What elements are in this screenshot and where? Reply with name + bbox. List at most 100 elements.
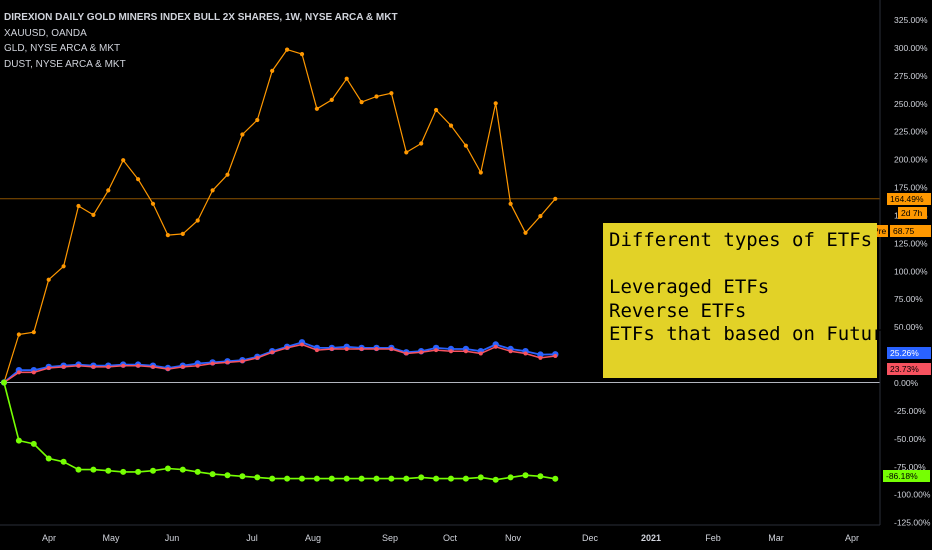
series-line-dust bbox=[3, 382, 556, 481]
data-point-dust bbox=[299, 475, 305, 482]
data-point-dust bbox=[45, 455, 52, 462]
data-point-dust bbox=[194, 468, 201, 475]
data-point-nugt bbox=[374, 94, 379, 99]
data-point-nugt bbox=[180, 231, 185, 236]
time-tick-label: 2021 bbox=[641, 533, 661, 543]
series-xauusd[interactable] bbox=[0, 339, 559, 386]
series-line-xauusd bbox=[3, 341, 556, 384]
data-point-nugt bbox=[270, 68, 275, 73]
data-point-gld bbox=[508, 349, 513, 354]
price-tick-label: 175.00% bbox=[894, 183, 928, 193]
time-axis[interactable]: Apr May Jun Jul Aug Sep Oct Nov Dec 2021 Feb Mar Apr bbox=[0, 524, 880, 543]
data-point-gld bbox=[419, 350, 424, 355]
annotation-title: Different types of ETFs bbox=[609, 229, 873, 251]
series-dust[interactable] bbox=[1, 379, 559, 483]
data-point-nugt bbox=[299, 52, 305, 57]
data-point-gld bbox=[374, 347, 379, 351]
series-layer bbox=[0, 47, 880, 483]
price-tick-label: 225.00% bbox=[894, 127, 928, 137]
badge-bar-countdown-text: 2d 7h bbox=[901, 208, 923, 218]
data-point-nugt bbox=[419, 141, 424, 146]
data-point-gld bbox=[300, 342, 304, 347]
series-nugt[interactable] bbox=[1, 47, 558, 385]
data-point-nugt bbox=[329, 97, 334, 102]
price-tick-label: 125.00% bbox=[894, 238, 928, 248]
badge-pre-value-text: 68.75 bbox=[893, 226, 915, 236]
data-point-nugt bbox=[46, 277, 51, 282]
price-tick-label: -25.00% bbox=[894, 406, 926, 416]
data-point-dust bbox=[105, 467, 112, 474]
data-point-dust bbox=[328, 475, 335, 482]
data-point-gld bbox=[523, 351, 528, 356]
data-point-gld bbox=[106, 364, 111, 369]
data-point-gld bbox=[195, 363, 200, 368]
time-tick-label: Dec bbox=[582, 533, 599, 543]
badge-xauusd-last-price: 25.26% bbox=[887, 347, 931, 359]
price-axis[interactable]: 325.00% 300.00% 275.00% 250.00% 225.00% 200.0… bbox=[879, 0, 931, 528]
series-line-gld bbox=[3, 343, 556, 384]
badge-pre-value: 68.75 bbox=[890, 225, 931, 237]
badge-bar-countdown: 2d 7h bbox=[898, 207, 927, 219]
badge-xauusd-last-price-bg bbox=[887, 347, 931, 359]
data-point-gld bbox=[344, 347, 349, 351]
time-tick-label: May bbox=[102, 533, 120, 543]
data-point-dust bbox=[388, 475, 395, 482]
badge-main-last-price: 164.49% bbox=[887, 193, 931, 205]
data-point-gld bbox=[359, 347, 364, 351]
data-point-nugt bbox=[448, 123, 454, 128]
data-point-dust bbox=[179, 466, 186, 473]
data-point-nugt bbox=[16, 332, 21, 337]
legend-symbol-gld[interactable]: GLD, NYSE ARCA & MKT bbox=[4, 43, 121, 54]
annotation-line-futures: ETFs that based on Futures bbox=[609, 323, 907, 345]
legend-main-symbol[interactable]: DIREXION DAILY GOLD MINERS INDEX BULL 2X… bbox=[4, 12, 398, 23]
legend-symbol-dust[interactable]: DUST, NYSE ARCA & MKT bbox=[4, 58, 126, 70]
data-point-nugt bbox=[150, 201, 156, 206]
data-point-dust bbox=[448, 475, 454, 482]
badge-dust-last-price-text: -86.18% bbox=[886, 471, 918, 481]
series-gld[interactable] bbox=[2, 342, 558, 385]
badge-dust-last-price-bg bbox=[883, 470, 930, 482]
data-point-dust bbox=[552, 475, 559, 482]
data-point-dust bbox=[239, 473, 246, 480]
data-point-dust bbox=[75, 466, 82, 473]
price-tick-label: 250.00% bbox=[894, 99, 928, 109]
badge-xauusd-last-price-text: 25.26% bbox=[890, 348, 919, 358]
data-point-gld bbox=[225, 360, 230, 365]
data-point-nugt bbox=[91, 212, 96, 217]
badge-main-last-price-bg bbox=[887, 193, 931, 205]
data-point-dust bbox=[507, 474, 514, 481]
time-tick-label: Mar bbox=[768, 533, 784, 543]
legend-symbol-xauusd[interactable]: XAUUSD, OANDA bbox=[4, 27, 87, 39]
badge-gld-last-price-bg bbox=[887, 363, 931, 375]
data-point-gld bbox=[151, 364, 155, 369]
price-tick-label: 275.00% bbox=[894, 71, 928, 81]
data-point-gld bbox=[463, 349, 468, 354]
annotation-spacer bbox=[609, 253, 877, 277]
data-point-gld bbox=[314, 348, 319, 353]
data-point-nugt bbox=[195, 218, 200, 223]
data-point-gld bbox=[121, 363, 126, 368]
data-point-nugt bbox=[106, 188, 111, 193]
data-point-gld bbox=[255, 355, 260, 360]
data-point-nugt bbox=[76, 203, 81, 209]
data-point-gld bbox=[61, 364, 66, 369]
data-point-nugt bbox=[240, 132, 245, 137]
data-point-gld bbox=[478, 351, 483, 356]
data-point-nugt bbox=[493, 101, 498, 106]
data-point-dust bbox=[164, 465, 171, 472]
data-point-dust bbox=[90, 466, 97, 473]
data-point-nugt bbox=[121, 158, 126, 163]
data-point-gld bbox=[91, 364, 96, 369]
text-annotation-box[interactable]: Different types of ETFs Leveraged ETFs R… bbox=[603, 223, 907, 378]
data-point-nugt bbox=[359, 100, 364, 105]
data-point-gld bbox=[389, 347, 394, 351]
data-point-dust bbox=[254, 474, 261, 481]
price-tick-label: -125.00% bbox=[894, 518, 931, 528]
data-point-dust bbox=[433, 475, 440, 482]
annotation-line-reverse: Reverse ETFs bbox=[609, 299, 747, 322]
time-tick-label: Sep bbox=[382, 533, 398, 543]
time-tick-label: Oct bbox=[443, 533, 458, 543]
data-point-dust bbox=[403, 475, 410, 482]
data-point-nugt bbox=[31, 330, 36, 335]
